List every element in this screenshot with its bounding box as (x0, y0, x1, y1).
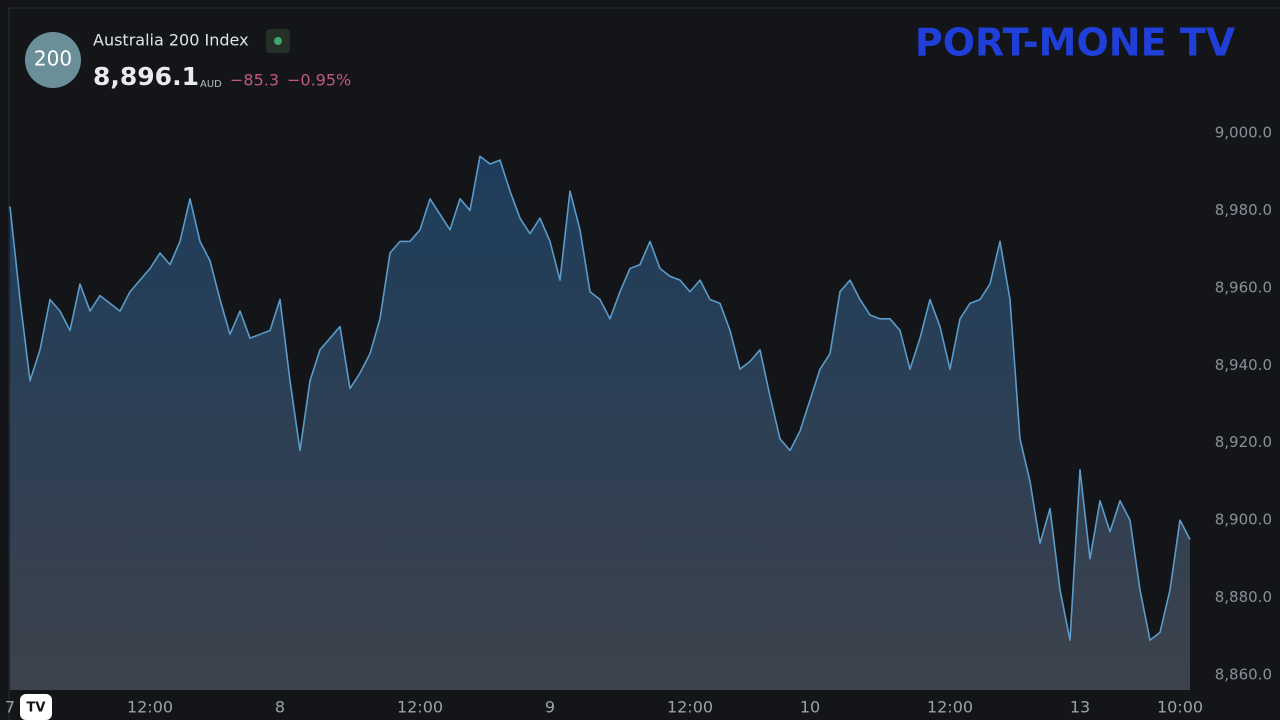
x-tick-label: 12:00 (127, 698, 173, 717)
x-tick-label: 7 (5, 698, 15, 717)
x-tick-label: 10 (800, 698, 820, 717)
y-tick-label: 8,860.0 (1215, 666, 1272, 684)
currency: AUD (200, 79, 222, 90)
y-tick-label: 9,000.0 (1215, 124, 1272, 142)
y-tick-label: 8,900.0 (1215, 511, 1272, 529)
price: 8,896.1 (93, 62, 199, 91)
change: −85.3 (230, 71, 279, 90)
x-tick-label: 12:00 (667, 698, 713, 717)
tv-icon-glyph: TV (27, 701, 46, 716)
x-tick-label: 8 (275, 698, 285, 717)
price-line (9, 155, 1191, 641)
change-pct: −0.95% (287, 71, 351, 90)
plot: 8,860.0 8,880.0 8,900.0 8,920.0 8,940.0 8,960… (5, 124, 1272, 717)
y-tick-label: 8,940.0 (1215, 356, 1272, 374)
y-tick-label: 8,880.0 (1215, 588, 1272, 606)
title: Australia 200 Index (93, 31, 249, 50)
badge-text: 200 (34, 47, 72, 71)
x-tick-label: 12:00 (927, 698, 973, 717)
y-tick-label: 8,920.0 (1215, 433, 1272, 451)
area-fill (10, 156, 1190, 690)
x-tick-label: 9 (545, 698, 555, 717)
x-tick-label: 10:00 (1157, 698, 1203, 717)
status-dot (274, 37, 282, 45)
badge (25, 32, 81, 88)
y-tick-label: 8,960.0 (1215, 278, 1272, 296)
x-tick-label: 13 (1070, 698, 1090, 717)
tv-icon (20, 694, 52, 720)
logo: PORT-MONE TV (915, 21, 1236, 65)
x-tick-label: 12:00 (397, 698, 443, 717)
y-tick-label: 8,980.0 (1215, 201, 1272, 219)
